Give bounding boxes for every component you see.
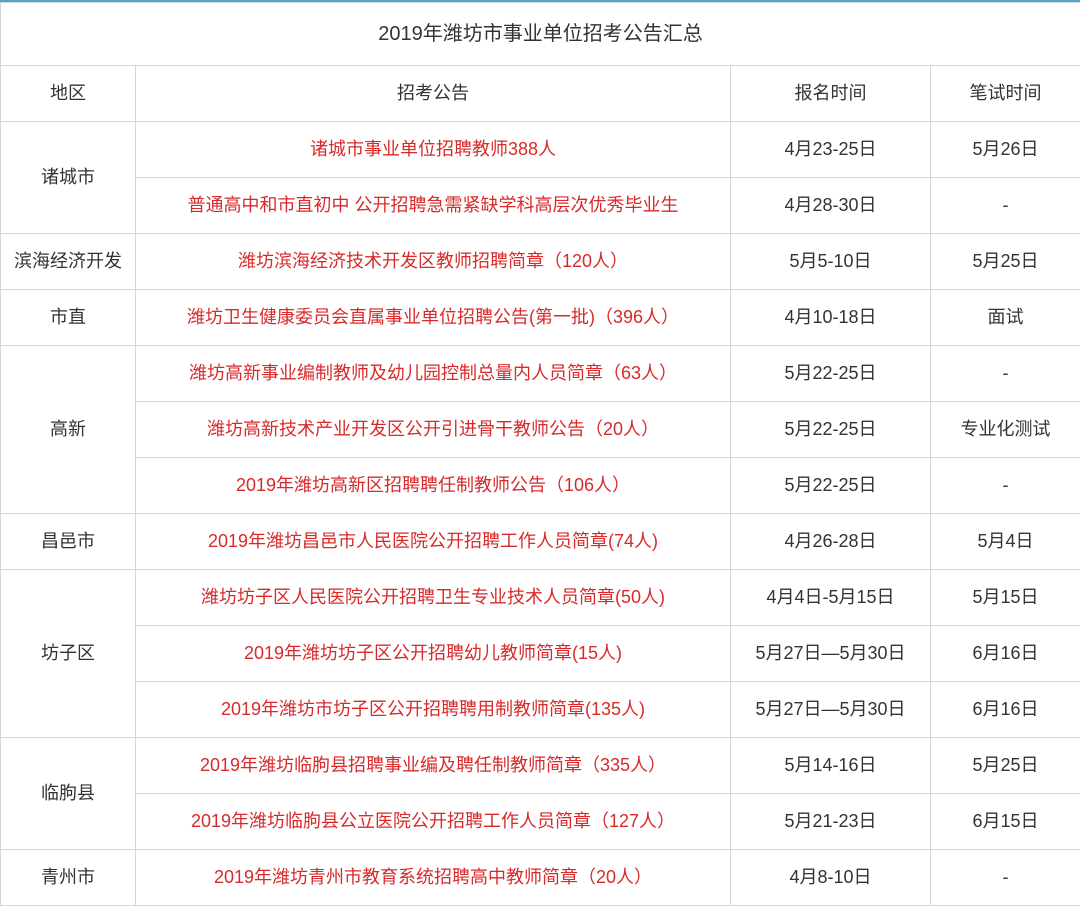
exam-time-cell: 5月25日: [931, 738, 1080, 794]
table-body: 2019年潍坊市事业单位招考公告汇总 地区 招考公告 报名时间 笔试时间 诸城市…: [1, 3, 1080, 906]
table-row: 市直潍坊卫生健康委员会直属事业单位招聘公告(第一批)（396人）4月10-18日…: [1, 290, 1080, 346]
signup-time-cell: 4月4日-5月15日: [731, 570, 931, 626]
signup-time-cell: 4月26-28日: [731, 514, 931, 570]
table-row: 普通高中和市直初中 公开招聘急需紧缺学科高层次优秀毕业生4月28-30日-: [1, 178, 1080, 234]
header-row: 地区 招考公告 报名时间 笔试时间: [1, 66, 1080, 122]
signup-time-cell: 5月27日—5月30日: [731, 682, 931, 738]
area-cell: 滨海经济开发: [1, 234, 136, 290]
signup-time-cell: 4月10-18日: [731, 290, 931, 346]
exam-time-cell: 5月4日: [931, 514, 1080, 570]
col-header-notice: 招考公告: [136, 66, 731, 122]
table-row: 潍坊高新技术产业开发区公开引进骨干教师公告（20人）5月22-25日专业化测试: [1, 402, 1080, 458]
notice-link[interactable]: 潍坊坊子区人民医院公开招聘卫生专业技术人员简章(50人): [136, 570, 731, 626]
exam-time-cell: 5月15日: [931, 570, 1080, 626]
signup-time-cell: 5月5-10日: [731, 234, 931, 290]
col-header-signup: 报名时间: [731, 66, 931, 122]
notice-link[interactable]: 2019年潍坊昌邑市人民医院公开招聘工作人员简章(74人): [136, 514, 731, 570]
signup-time-cell: 5月14-16日: [731, 738, 931, 794]
exam-time-cell: 5月26日: [931, 122, 1080, 178]
signup-time-cell: 5月22-25日: [731, 346, 931, 402]
table-row: 高新潍坊高新事业编制教师及幼儿园控制总量内人员简章（63人）5月22-25日-: [1, 346, 1080, 402]
notice-link[interactable]: 2019年潍坊市坊子区公开招聘聘用制教师简章(135人): [136, 682, 731, 738]
exam-time-cell: -: [931, 458, 1080, 514]
exam-time-cell: -: [931, 178, 1080, 234]
table-row: 临朐县2019年潍坊临朐县招聘事业编及聘任制教师简章（335人）5月14-16日…: [1, 738, 1080, 794]
col-header-area: 地区: [1, 66, 136, 122]
area-cell: 高新: [1, 346, 136, 514]
table-row: 昌邑市2019年潍坊昌邑市人民医院公开招聘工作人员简章(74人)4月26-28日…: [1, 514, 1080, 570]
notice-link[interactable]: 潍坊高新技术产业开发区公开引进骨干教师公告（20人）: [136, 402, 731, 458]
notice-link[interactable]: 2019年潍坊临朐县公立医院公开招聘工作人员简章（127人）: [136, 794, 731, 850]
signup-time-cell: 5月21-23日: [731, 794, 931, 850]
exam-time-cell: -: [931, 850, 1080, 906]
signup-time-cell: 4月23-25日: [731, 122, 931, 178]
exam-time-cell: 5月25日: [931, 234, 1080, 290]
notice-link[interactable]: 潍坊卫生健康委员会直属事业单位招聘公告(第一批)（396人）: [136, 290, 731, 346]
table-row: 坊子区潍坊坊子区人民医院公开招聘卫生专业技术人员简章(50人)4月4日-5月15…: [1, 570, 1080, 626]
signup-time-cell: 4月8-10日: [731, 850, 931, 906]
col-header-exam: 笔试时间: [931, 66, 1080, 122]
notice-link[interactable]: 2019年潍坊青州市教育系统招聘高中教师简章（20人）: [136, 850, 731, 906]
area-cell: 坊子区: [1, 570, 136, 738]
area-cell: 诸城市: [1, 122, 136, 234]
notice-link[interactable]: 2019年潍坊高新区招聘聘任制教师公告（106人）: [136, 458, 731, 514]
notice-link[interactable]: 普通高中和市直初中 公开招聘急需紧缺学科高层次优秀毕业生: [136, 178, 731, 234]
table-row: 2019年潍坊临朐县公立医院公开招聘工作人员简章（127人）5月21-23日6月…: [1, 794, 1080, 850]
table-row: 2019年潍坊市坊子区公开招聘聘用制教师简章(135人)5月27日—5月30日6…: [1, 682, 1080, 738]
table-row: 诸城市诸城市事业单位招聘教师388人4月23-25日5月26日: [1, 122, 1080, 178]
table-row: 滨海经济开发潍坊滨海经济技术开发区教师招聘简章（120人）5月5-10日5月25…: [1, 234, 1080, 290]
recruitment-table: 2019年潍坊市事业单位招考公告汇总 地区 招考公告 报名时间 笔试时间 诸城市…: [0, 2, 1080, 906]
signup-time-cell: 5月27日—5月30日: [731, 626, 931, 682]
exam-time-cell: 6月16日: [931, 626, 1080, 682]
exam-time-cell: 面试: [931, 290, 1080, 346]
signup-time-cell: 4月28-30日: [731, 178, 931, 234]
area-cell: 青州市: [1, 850, 136, 906]
title-row: 2019年潍坊市事业单位招考公告汇总: [1, 3, 1080, 66]
notice-link[interactable]: 潍坊滨海经济技术开发区教师招聘简章（120人）: [136, 234, 731, 290]
area-cell: 昌邑市: [1, 514, 136, 570]
area-cell: 临朐县: [1, 738, 136, 850]
table-row: 青州市2019年潍坊青州市教育系统招聘高中教师简章（20人）4月8-10日-: [1, 850, 1080, 906]
signup-time-cell: 5月22-25日: [731, 402, 931, 458]
table-row: 2019年潍坊高新区招聘聘任制教师公告（106人）5月22-25日-: [1, 458, 1080, 514]
table-row: 2019年潍坊坊子区公开招聘幼儿教师简章(15人)5月27日—5月30日6月16…: [1, 626, 1080, 682]
notice-link[interactable]: 潍坊高新事业编制教师及幼儿园控制总量内人员简章（63人）: [136, 346, 731, 402]
notice-link[interactable]: 诸城市事业单位招聘教师388人: [136, 122, 731, 178]
exam-time-cell: 6月15日: [931, 794, 1080, 850]
notice-link[interactable]: 2019年潍坊坊子区公开招聘幼儿教师简章(15人): [136, 626, 731, 682]
exam-time-cell: 专业化测试: [931, 402, 1080, 458]
table-container: 2019年潍坊市事业单位招考公告汇总 地区 招考公告 报名时间 笔试时间 诸城市…: [0, 0, 1080, 906]
area-cell: 市直: [1, 290, 136, 346]
signup-time-cell: 5月22-25日: [731, 458, 931, 514]
exam-time-cell: 6月16日: [931, 682, 1080, 738]
notice-link[interactable]: 2019年潍坊临朐县招聘事业编及聘任制教师简章（335人）: [136, 738, 731, 794]
table-title: 2019年潍坊市事业单位招考公告汇总: [1, 3, 1080, 66]
exam-time-cell: -: [931, 346, 1080, 402]
